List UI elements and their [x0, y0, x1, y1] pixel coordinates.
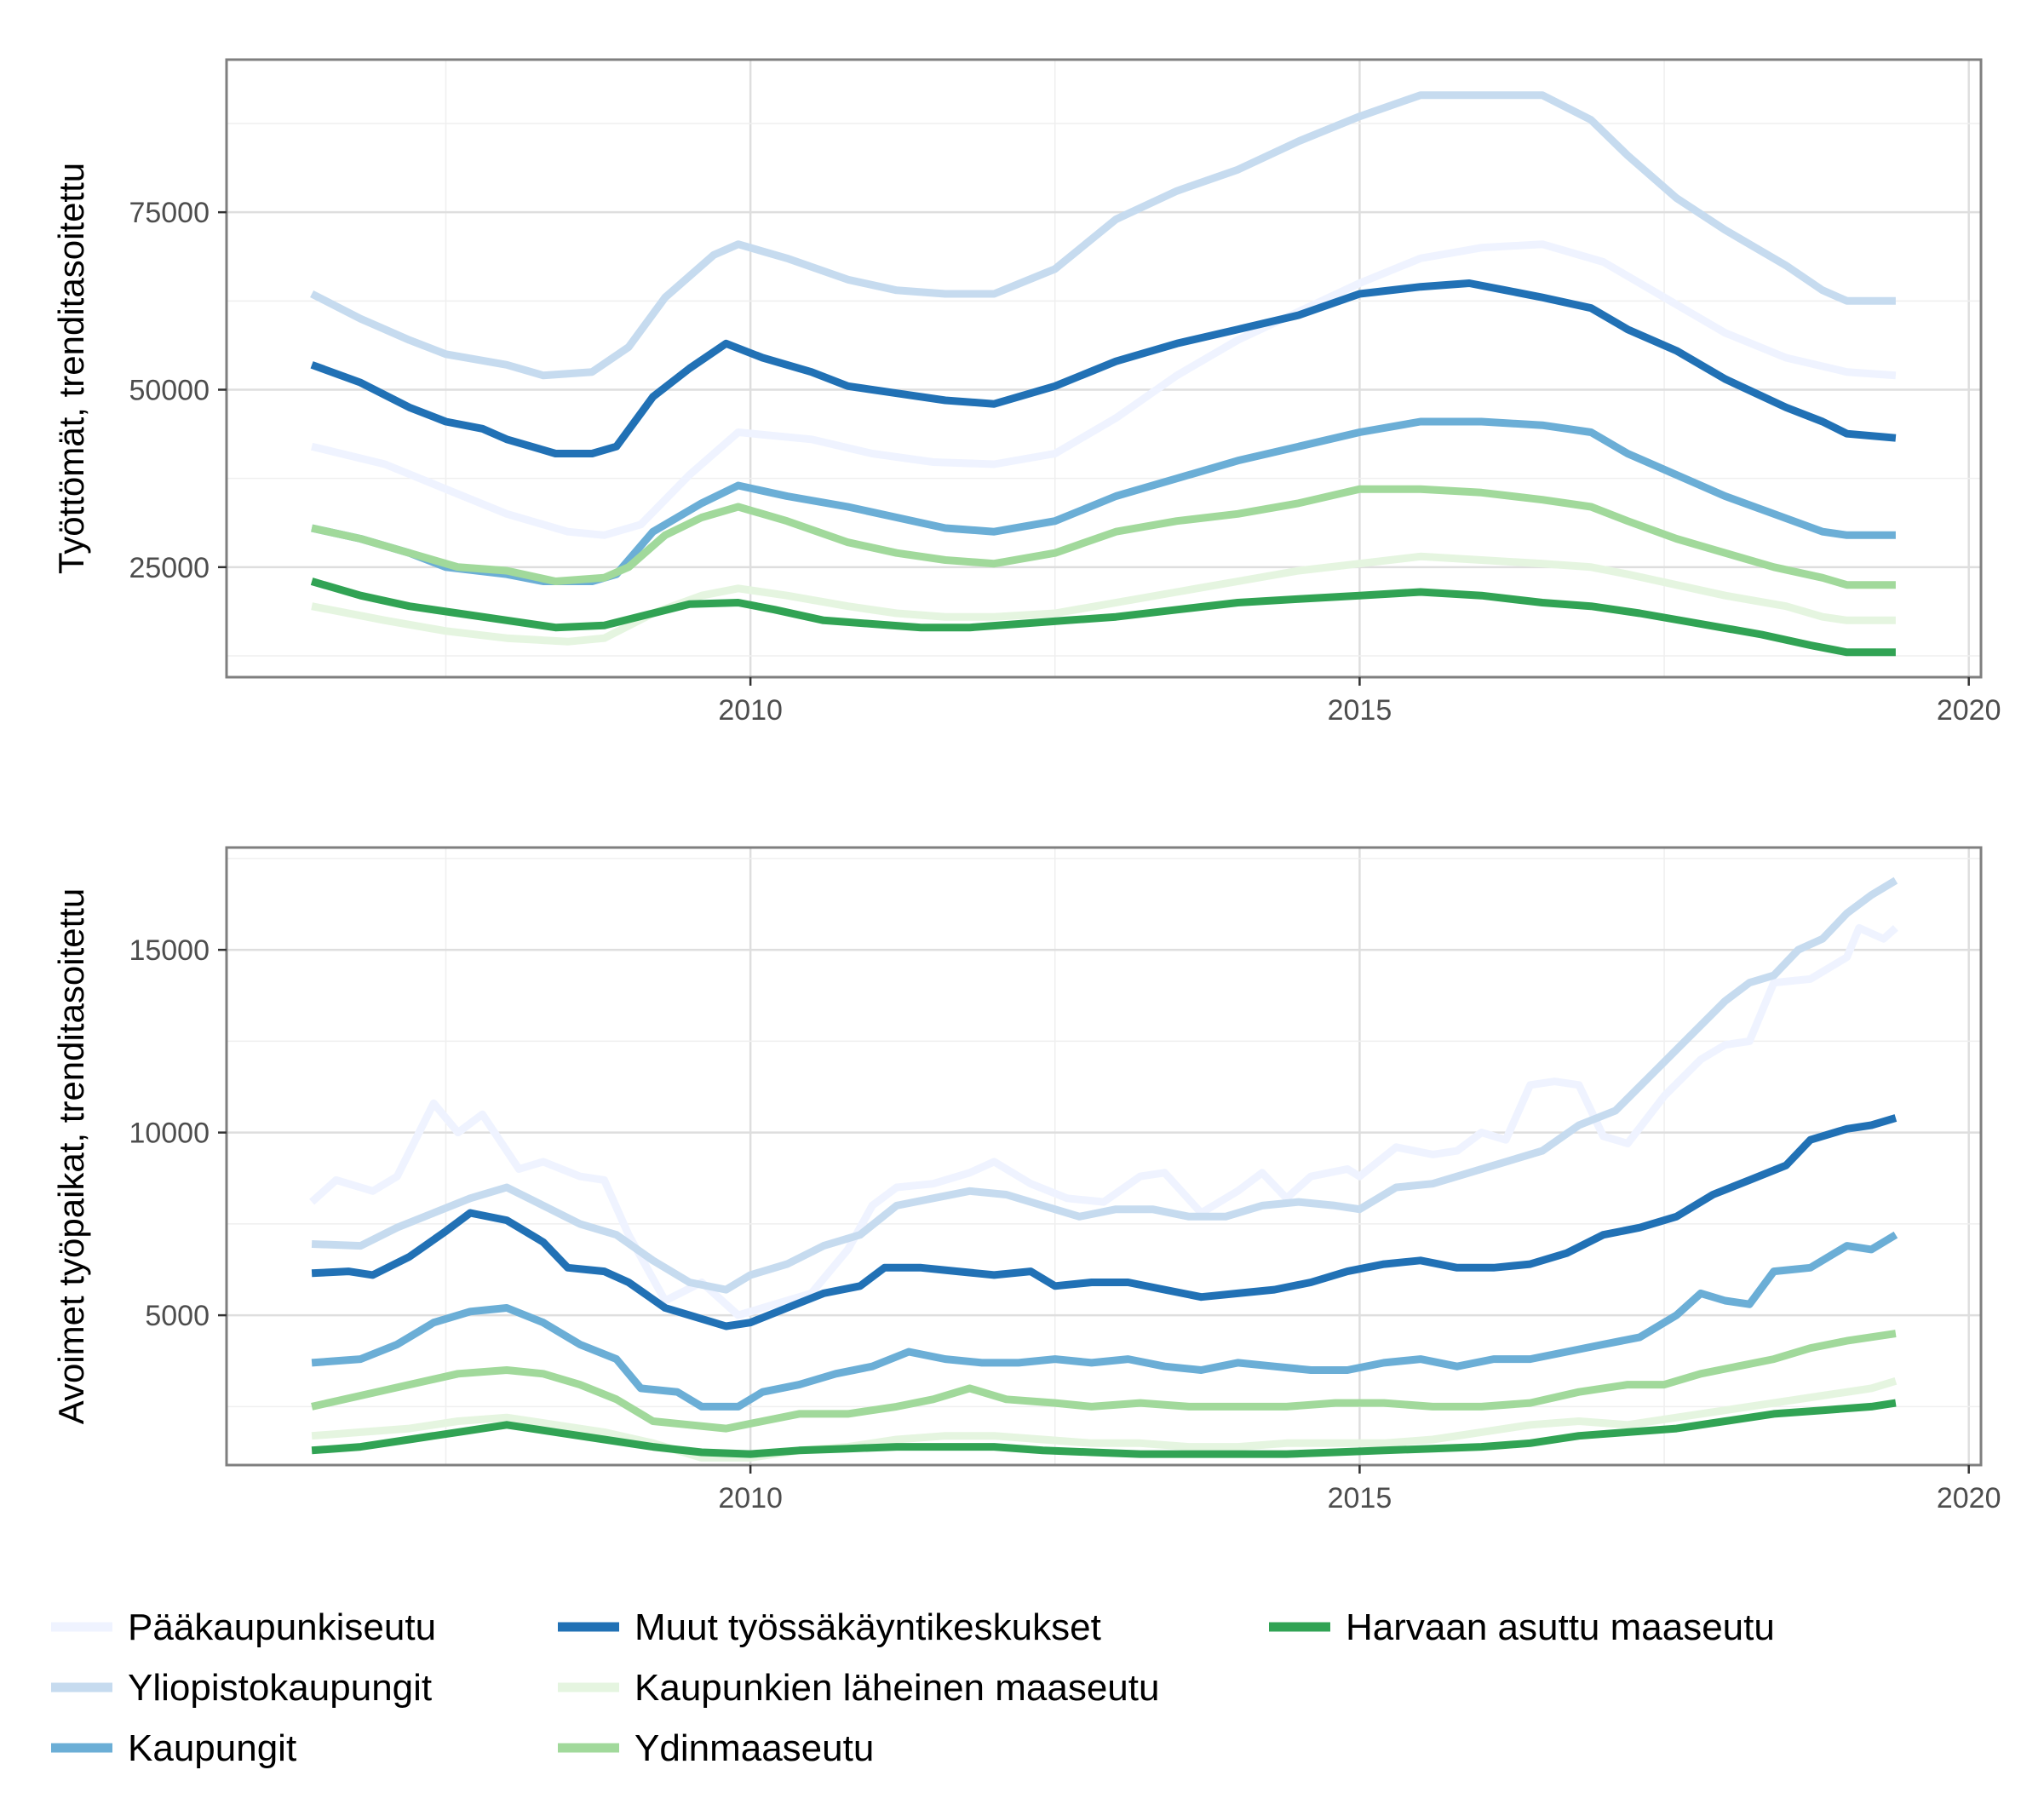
- series-line-kaupungit: [311, 1231, 1898, 1411]
- legend-label: Kaupungit: [128, 1727, 296, 1769]
- gridlines: [227, 60, 1981, 677]
- series-line-p-kaupunkiseutu: [311, 240, 1897, 539]
- legend-item: Harvaan asuttu maaseutu: [1269, 1606, 1775, 1648]
- x-tick-label: 2015: [1328, 1482, 1392, 1514]
- series-line-yliopistokaupungit: [311, 876, 1898, 1294]
- legend-label: Yliopistokaupungit: [128, 1667, 432, 1709]
- series-lines: [309, 876, 1898, 1462]
- legend-label: Ydinmaaseutu: [634, 1727, 874, 1769]
- legend-item: Kaupunkien läheinen maaseutu: [558, 1667, 1159, 1709]
- legend-label: Harvaan asuttu maaseutu: [1346, 1606, 1775, 1648]
- series-line-muut-ty-ss-k-yntikeskukset: [310, 279, 1897, 457]
- series-line-p-kaupunkiseutu: [309, 923, 1898, 1319]
- x-tick-label: 2020: [1937, 1482, 2001, 1514]
- series-lines: [310, 91, 1897, 657]
- series-line-ydinmaaseutu: [311, 1330, 1897, 1433]
- series-line-muut-ty-ss-k-yntikeskukset: [311, 1114, 1898, 1330]
- x-tick-label: 2020: [1937, 694, 2001, 727]
- y-tick-label: 25000: [129, 552, 210, 584]
- series-line-kaupunkien-l-heinen-maaseutu: [311, 552, 1896, 646]
- legend-item: Yliopistokaupungit: [51, 1667, 432, 1709]
- legend-label: Muut työssäkäyntikeskukset: [634, 1606, 1101, 1648]
- y-tick-label: 15000: [129, 934, 210, 967]
- series-line-ydinmaaseutu: [311, 485, 1896, 589]
- x-tick-label: 2010: [718, 694, 783, 727]
- y-axis-title: Työttömät, trenditasoitettu: [51, 163, 91, 574]
- legend: Pääkaupunkiseutu Yliopistokaupungit Kaupun…: [51, 1606, 1775, 1769]
- legend-item: Kaupungit: [51, 1727, 296, 1769]
- x-tick-label: 2015: [1328, 694, 1392, 727]
- legend-label: Kaupunkien läheinen maaseutu: [634, 1667, 1159, 1709]
- series-line-harvaan-asuttu-maaseutu: [311, 1399, 1897, 1458]
- x-tick-label: 2010: [718, 1482, 783, 1514]
- panel-vacancies: 2010 2015 2020 5000 10000 15000 Avoimet työpai…: [51, 846, 2001, 1514]
- y-tick-label: 10000: [129, 1118, 210, 1150]
- series-line-harvaan-asuttu-maaseutu: [310, 578, 1896, 657]
- y-tick-label: 5000: [145, 1300, 210, 1332]
- legend-item: Pääkaupunkiseutu: [51, 1606, 436, 1648]
- panel-border: [225, 846, 1983, 1467]
- legend-label: Pääkaupunkiseutu: [128, 1606, 436, 1648]
- panel-border: [225, 58, 1983, 679]
- series-line-yliopistokaupungit: [310, 91, 1896, 380]
- legend-item: Muut työssäkäyntikeskukset: [558, 1606, 1101, 1648]
- y-tick-label: 50000: [129, 375, 210, 407]
- y-tick-label: 75000: [129, 197, 210, 229]
- y-axis-title: Avoimet työpaikat, trenditasoitettu: [51, 888, 91, 1425]
- panel-unemployed: 2010 2015 2020 25000 50000 75000 Työttömät, tr…: [51, 58, 2001, 727]
- legend-item: Ydinmaaseutu: [558, 1727, 874, 1769]
- series-line-kaupunkien-l-heinen-maaseutu: [311, 1376, 1898, 1462]
